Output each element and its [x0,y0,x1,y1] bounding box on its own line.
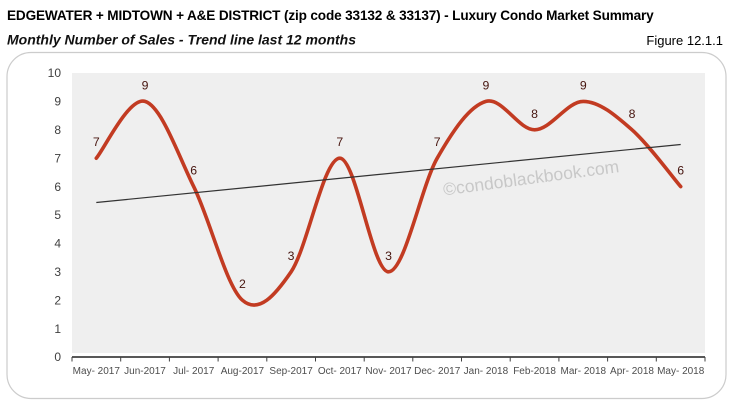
svg-text:Dec- 2017: Dec- 2017 [414,366,461,377]
svg-text:7: 7 [93,135,100,149]
svg-text:9: 9 [482,78,489,92]
svg-text:1: 1 [54,322,61,336]
svg-text:6: 6 [190,164,197,178]
svg-text:6: 6 [677,164,684,178]
svg-text:5: 5 [54,208,61,222]
svg-text:Nov- 2017: Nov- 2017 [365,366,412,377]
svg-text:Apr- 2018: Apr- 2018 [610,366,654,377]
svg-text:Feb-2018: Feb-2018 [513,366,556,377]
svg-text:Jul- 2017: Jul- 2017 [173,366,215,377]
svg-text:0: 0 [54,350,61,364]
svg-text:7: 7 [336,135,343,149]
svg-text:Aug-2017: Aug-2017 [221,366,265,377]
svg-text:8: 8 [629,107,636,121]
svg-text:3: 3 [288,249,295,263]
svg-text:Sep-2017: Sep-2017 [269,366,313,377]
svg-text:Figure 12.1.1: Figure 12.1.1 [646,33,723,48]
svg-text:May- 2017: May- 2017 [73,366,121,377]
svg-text:7: 7 [54,151,61,165]
svg-text:8: 8 [531,107,538,121]
svg-text:4: 4 [54,237,61,251]
svg-text:3: 3 [385,249,392,263]
svg-text:May- 2018: May- 2018 [657,366,705,377]
svg-text:6: 6 [54,180,61,194]
svg-text:9: 9 [580,78,587,92]
svg-text:9: 9 [142,78,149,92]
svg-text:Oct- 2017: Oct- 2017 [318,366,362,377]
svg-text:Monthly Number of Sales - Tren: Monthly Number of Sales - Trend line las… [7,32,356,48]
svg-text:9: 9 [54,95,61,109]
svg-text:2: 2 [54,293,61,307]
svg-text:7: 7 [434,135,441,149]
svg-text:Jan- 2018: Jan- 2018 [464,366,509,377]
svg-text:10: 10 [48,66,62,80]
svg-text:Jun-2017: Jun-2017 [124,366,166,377]
svg-text:8: 8 [54,123,61,137]
svg-text:3: 3 [54,265,61,279]
svg-text:Mar- 2018: Mar- 2018 [561,366,607,377]
svg-text:EDGEWATER + MIDTOWN + A&E DIST: EDGEWATER + MIDTOWN + A&E DISTRICT (zip … [7,8,654,23]
svg-text:2: 2 [239,277,246,291]
